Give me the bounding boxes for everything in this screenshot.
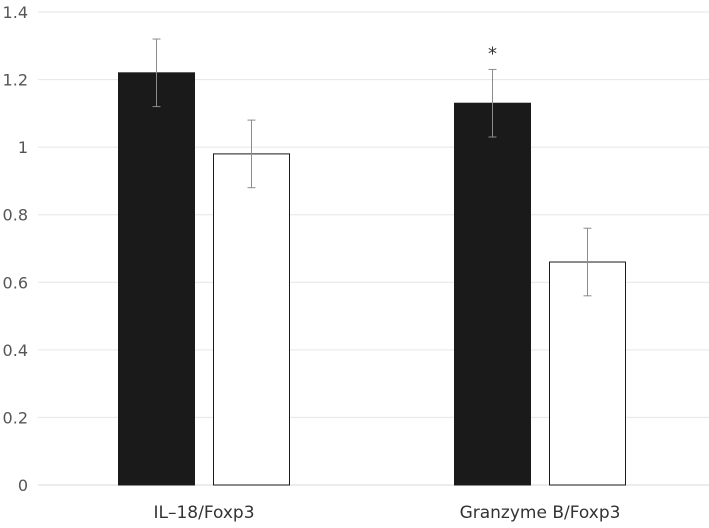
bar-series-1-1: [454, 102, 531, 486]
annotations: *: [488, 43, 497, 64]
x-axis-categories: IL–18/Foxp3 Granzyme B/Foxp3: [153, 503, 620, 523]
y-tick-label: 1.4: [3, 3, 28, 22]
y-tick-label: 0.6: [3, 273, 28, 292]
bar-series-2-0: [213, 153, 290, 486]
bar-series-1-0: [118, 72, 195, 486]
y-tick-label: 0: [18, 476, 28, 495]
y-axis-ticks: 0 0.2 0.4 0.6 0.8 1 1.2 1.4: [3, 3, 28, 495]
bars: [118, 72, 626, 486]
x-category-label: Granzyme B/Foxp3: [460, 503, 621, 523]
y-tick-label: 1.2: [3, 71, 28, 90]
y-tick-label: 1: [18, 138, 28, 157]
error-bars: [152, 38, 592, 297]
y-tick-label: 0.2: [3, 408, 28, 427]
bar-series-2-1: [549, 261, 626, 486]
y-tick-label: 0.4: [3, 341, 28, 360]
x-category-label: IL–18/Foxp3: [153, 503, 254, 523]
significance-marker: *: [488, 43, 497, 64]
y-tick-label: 0.8: [3, 206, 28, 225]
